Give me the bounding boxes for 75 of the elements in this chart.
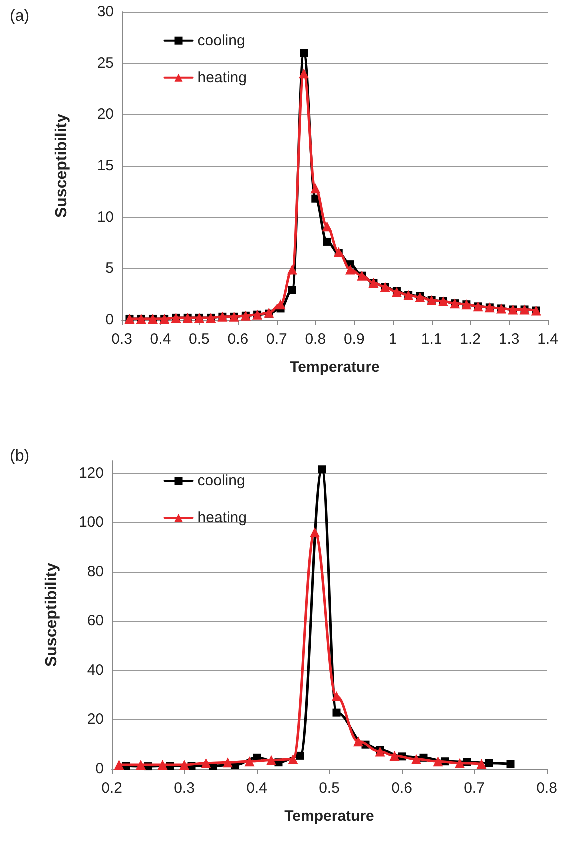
point: [310, 184, 321, 194]
y-tick-label: 25: [97, 54, 114, 72]
point: [310, 527, 320, 538]
point: [296, 752, 304, 760]
x-tick-label: 0.5: [189, 331, 210, 348]
x-tick-label: 0.6: [228, 331, 249, 348]
x-tick-label: 0.7: [464, 780, 485, 797]
y-tick-label: 60: [87, 612, 104, 630]
x-tick-label: 0.4: [246, 780, 268, 797]
point: [180, 760, 190, 770]
x-tick-label: 0.4: [150, 331, 172, 348]
x-tick-label: 0.3: [174, 780, 195, 797]
x-tick-label: 0.2: [102, 780, 122, 797]
x-tick-label: 0.8: [536, 780, 558, 797]
point: [288, 754, 298, 764]
point: [158, 760, 168, 770]
y-tick-label: 0: [106, 312, 114, 328]
x-tick-label: 1.2: [460, 331, 481, 348]
y-tick-label: 10: [97, 208, 114, 226]
legend-label: heating: [198, 69, 247, 86]
point: [375, 746, 386, 757]
x-tick-label: 0.7: [266, 331, 288, 348]
y-tick-label: 120: [78, 464, 104, 482]
point: [114, 760, 124, 770]
point: [322, 222, 332, 232]
y-tick-label: 80: [87, 563, 104, 580]
point: [345, 264, 356, 275]
text: (b): [10, 448, 30, 466]
y-tick-label: 0: [96, 760, 104, 778]
x-tick-label: 0.9: [344, 331, 365, 348]
x-axis-title: Temperature: [290, 359, 380, 376]
point: [485, 759, 493, 768]
x-tick-label: 0.3: [112, 331, 132, 348]
point: [223, 758, 233, 768]
point: [354, 736, 364, 747]
x-tick-label: 1.1: [421, 331, 442, 348]
text: (a): [10, 8, 30, 26]
point: [506, 760, 515, 768]
point: [276, 300, 286, 310]
legend-label: cooling: [198, 32, 246, 50]
y-tick-label: 100: [78, 514, 104, 532]
x-tick-label: 1.3: [498, 331, 520, 348]
y-tick-label: 20: [87, 711, 104, 728]
y-tick-label: 40: [87, 662, 104, 679]
point: [288, 286, 296, 294]
point: [332, 708, 341, 717]
point: [136, 760, 146, 770]
point: [287, 264, 298, 275]
y-tick-label: 20: [97, 106, 114, 124]
point: [300, 49, 308, 58]
point: [390, 750, 400, 761]
legend-label: heating: [198, 509, 247, 526]
legend-label: cooling: [198, 472, 246, 490]
point: [455, 758, 465, 768]
x-tick-label: 1: [388, 331, 398, 348]
y-tick-label: 15: [97, 158, 114, 174]
point: [299, 68, 310, 79]
y-tick-label: 5: [106, 260, 114, 278]
x-tick-label: 0.8: [305, 331, 326, 348]
point: [332, 692, 342, 702]
x-tick-label: 0.6: [392, 780, 412, 797]
x-tick-label: 0.5: [319, 780, 340, 797]
y-axis-title: Susceptibility: [44, 562, 60, 668]
point: [201, 758, 212, 768]
point: [318, 466, 326, 474]
point: [476, 759, 487, 770]
y-tick-label: 30: [97, 4, 114, 20]
point: [323, 238, 332, 246]
point: [244, 756, 255, 767]
x-tick-label: 1.4: [538, 331, 558, 348]
y-axis-title: Susceptibility: [54, 114, 70, 218]
point: [266, 755, 276, 766]
x-axis-title: Temperature: [284, 808, 374, 825]
point: [412, 754, 422, 764]
point: [433, 756, 444, 767]
